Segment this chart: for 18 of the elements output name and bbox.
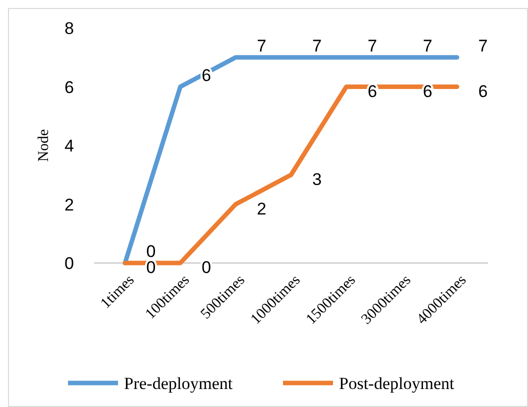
data-label: 0 [202,258,212,277]
legend-label: Pre-deployment [124,374,233,393]
data-label: 7 [368,36,378,56]
y-tick-label: 4 [64,136,74,156]
data-label: 0 [146,242,156,261]
data-label: 7 [256,36,266,56]
y-tick-label: 2 [64,195,74,214]
legend-label: Post-deployment [339,374,454,393]
y-axis-title: Node [36,128,52,162]
data-label: 2 [256,199,266,218]
data-label: 6 [478,82,488,101]
y-tick-label: 6 [64,78,74,97]
data-label: 3 [312,170,322,189]
data-label: 7 [312,36,322,56]
data-label: 7 [422,36,432,56]
y-tick-label: 0 [64,254,74,273]
y-tick-label: 8 [64,19,74,38]
data-label: 7 [478,36,488,56]
